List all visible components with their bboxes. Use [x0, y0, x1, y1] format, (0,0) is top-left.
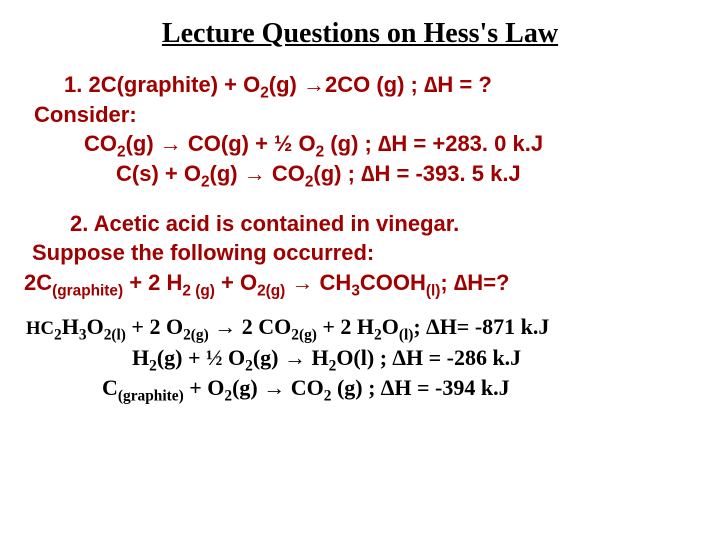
- r1-sub-l: (l): [399, 326, 414, 343]
- reaction-3: C(graphite) + O2(g) → CO2 (g) ; ∆H = -39…: [24, 373, 696, 404]
- r3-part: (g) ; ∆H = -394 k.J: [331, 375, 509, 400]
- question-2-block: 2. Acetic acid is contained in vinegar. …: [24, 209, 696, 298]
- q2-eq-part: COOH: [360, 270, 426, 295]
- q2-eq-part: → CH: [285, 270, 351, 295]
- given-reactions-block: HC2H3O2(l) + 2 O2(g) → 2 CO2(g) + 2 H2O(…: [24, 312, 696, 404]
- r2-part: H: [132, 345, 149, 370]
- r1-part: ; ∆H= -871 k.J: [413, 314, 549, 339]
- q2-sub-graphite: (graphite): [52, 283, 123, 300]
- q2-sub-g: (g): [191, 283, 215, 300]
- q2-line2: Suppose the following occurred:: [24, 238, 696, 268]
- r1-part: HC: [26, 318, 54, 339]
- r3-part: C: [102, 375, 118, 400]
- q1-eq-part: 1. 2C(graphite) + O: [64, 72, 260, 97]
- q1-eq-part: (g) →2CO (g) ; ∆H = ?: [269, 72, 492, 97]
- r1-part: → 2 CO: [209, 314, 292, 339]
- r1-sub-g: (g): [191, 326, 209, 343]
- q1-eqB-part: (g) ; ∆H = -393. 5 k.J: [313, 161, 520, 186]
- r3-part: + O: [184, 375, 225, 400]
- q2-eq-part: ; ∆H=?: [440, 270, 509, 295]
- question-1-block: 1. 2C(graphite) + O2(g) →2CO (g) ; ∆H = …: [24, 70, 696, 189]
- q1-eqB-part: (g) → CO: [210, 161, 305, 186]
- r1-part: + 2 H: [317, 314, 374, 339]
- q2-eq-part: + O: [215, 270, 257, 295]
- q1-consider-label: Consider:: [24, 100, 696, 130]
- reaction-1: HC2H3O2(l) + 2 O2(g) → 2 CO2(g) + 2 H2O(…: [24, 312, 696, 343]
- q2-sub-l: (l): [426, 283, 441, 300]
- r1-sub-l: (l): [111, 326, 126, 343]
- q1-eqB-part: C(s) + O: [116, 161, 201, 186]
- r1-part: H: [62, 314, 79, 339]
- q1-given-eq-a: CO2(g) → CO(g) + ½ O2 (g) ; ∆H = +283. 0…: [24, 129, 696, 159]
- q1-eqA-part: CO: [84, 131, 117, 156]
- q2-target-equation: 2C(graphite) + 2 H2 (g) + O2(g) → CH3COO…: [24, 268, 696, 298]
- r1-part: + 2 O: [126, 314, 183, 339]
- q2-sub-g: (g): [266, 283, 286, 300]
- r1-part: O: [382, 314, 399, 339]
- reaction-2: H2(g) + ½ O2(g) → H2O(l) ; ∆H = -286 k.J: [24, 343, 696, 374]
- r3-part: (g) → CO: [232, 375, 324, 400]
- q2-eq-part: 2C: [24, 270, 52, 295]
- page-title: Lecture Questions on Hess's Law: [24, 18, 696, 50]
- q1-eqA-part: (g) → CO(g) + ½ O: [126, 131, 316, 156]
- q1-eqA-part: (g) ; ∆H = +283. 0 k.J: [324, 131, 543, 156]
- r1-part: O: [87, 314, 104, 339]
- q2-line1: 2. Acetic acid is contained in vinegar.: [24, 209, 696, 239]
- r3-sub-graphite: (graphite): [118, 388, 184, 405]
- q2-eq-part: + 2 H: [123, 270, 182, 295]
- q1-target-equation: 1. 2C(graphite) + O2(g) →2CO (g) ; ∆H = …: [24, 70, 696, 100]
- r2-part: O(l) ; ∆H = -286 k.J: [336, 345, 521, 370]
- r1-sub-g: (g): [299, 326, 317, 343]
- r2-part: (g) → H: [253, 345, 329, 370]
- r2-part: (g) + ½ O: [157, 345, 245, 370]
- q1-given-eq-b: C(s) + O2(g) → CO2(g) ; ∆H = -393. 5 k.J: [24, 159, 696, 189]
